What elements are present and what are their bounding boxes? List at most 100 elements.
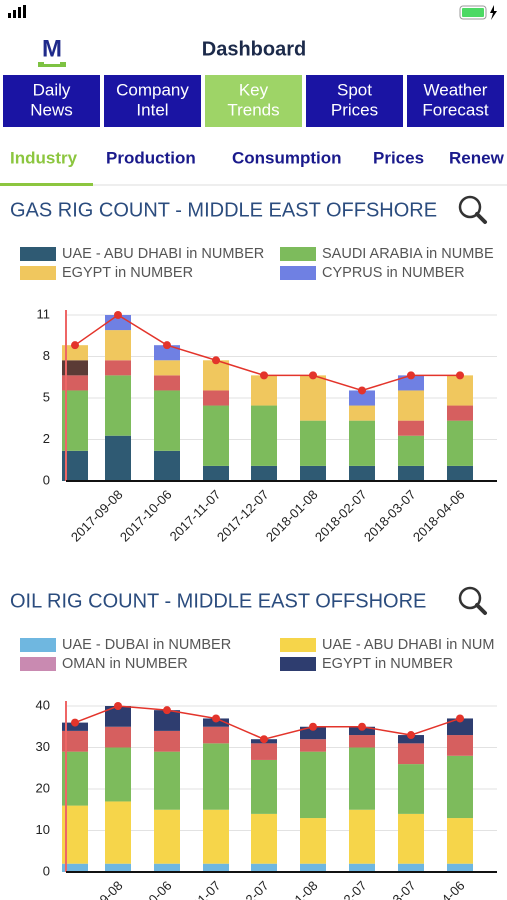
tab-label[interactable]: News: [30, 100, 73, 119]
tab-button[interactable]: [205, 75, 302, 127]
logo-bar: [38, 64, 66, 67]
charging-icon: [490, 5, 497, 20]
line-point: [260, 735, 268, 744]
line-point: [114, 702, 122, 710]
zoom-icon[interactable]: [458, 586, 482, 610]
bar-segment: [251, 863, 277, 872]
bar-segment: [300, 726, 326, 740]
line-point: [309, 722, 317, 731]
bar-segment: [251, 813, 277, 864]
bar-segment: [447, 755, 473, 819]
subtab-label[interactable]: Consumption: [232, 148, 342, 167]
tab-label[interactable]: Forecast: [422, 100, 488, 119]
tab-label[interactable]: Key: [239, 80, 269, 99]
x-tick-label: 2018-04-06: [410, 878, 468, 900]
bar-segment: [105, 435, 131, 481]
bar-segment: [447, 465, 473, 481]
line-point: [71, 341, 79, 350]
legend-swatch: [280, 657, 316, 671]
bar-segment: [300, 420, 326, 466]
subtab-label[interactable]: Prices: [373, 148, 424, 167]
subtab-label[interactable]: Renew: [449, 148, 505, 167]
bar-segment: [349, 420, 375, 466]
line-point: [114, 311, 122, 319]
bar-segment: [154, 751, 180, 810]
bar-segment: [203, 360, 229, 391]
legend-swatch: [20, 657, 56, 671]
bar-segment: [349, 405, 375, 421]
bar-segment: [300, 818, 326, 864]
bar-segment: [105, 360, 131, 376]
bar-segment: [105, 375, 131, 436]
bar-segment: [154, 809, 180, 864]
bar-segment: [203, 743, 229, 810]
battery-level: [462, 8, 484, 17]
bar-segment: [154, 375, 180, 391]
tab-label[interactable]: Spot: [337, 80, 372, 99]
bar-segment: [105, 747, 131, 802]
tab-button[interactable]: [104, 75, 201, 127]
bar-segment: [203, 863, 229, 872]
subtab-label[interactable]: Production: [106, 148, 196, 167]
logo: M: [38, 35, 66, 67]
tab-label[interactable]: Weather: [424, 80, 488, 99]
x-tick-label: 2018-02-07: [312, 878, 370, 900]
line-point: [260, 371, 268, 380]
tab-label[interactable]: Company: [116, 80, 189, 99]
tab-button[interactable]: [407, 75, 504, 127]
x-tick-label: 2017-12-07: [214, 487, 272, 545]
tab-label[interactable]: Daily: [33, 80, 71, 99]
y-tick-label: 0: [43, 472, 50, 487]
bar-segment: [398, 863, 424, 872]
bar-segment: [105, 706, 131, 727]
bar-segment: [203, 718, 229, 727]
tab-button[interactable]: [3, 75, 100, 127]
bar-segment: [349, 735, 375, 748]
x-tick-label: 2017-09-08: [68, 878, 126, 900]
tab-label[interactable]: Intel: [136, 100, 168, 119]
y-tick-label: 10: [36, 822, 50, 837]
legend-label: OMAN in NUMBER: [62, 656, 188, 672]
bar-segment: [203, 809, 229, 864]
y-tick-label: 11: [37, 306, 51, 321]
x-tick-label: 2018-03-07: [361, 878, 419, 900]
bar-segment: [203, 405, 229, 466]
legend-swatch: [280, 638, 316, 652]
bar-segment: [398, 764, 424, 814]
signal-bar: [8, 13, 11, 18]
bar-segment: [447, 718, 473, 736]
page-title: Dashboard: [202, 38, 306, 60]
bar-segment: [300, 375, 326, 421]
bar-segment: [105, 801, 131, 864]
bar-segment: [62, 863, 88, 872]
line-point: [358, 386, 366, 395]
tab-button[interactable]: [306, 75, 403, 127]
bar-segment: [398, 435, 424, 466]
signal-bar: [18, 7, 21, 18]
bar-segment: [62, 345, 88, 361]
line-point: [212, 356, 220, 365]
tab-label[interactable]: Prices: [331, 100, 378, 119]
bar-segment: [251, 465, 277, 481]
subtab-label[interactable]: Industry: [10, 148, 78, 167]
zoom-icon-handle[interactable]: [475, 212, 487, 224]
bar-segment: [398, 465, 424, 481]
zoom-icon-handle[interactable]: [475, 603, 487, 615]
zoom-icon[interactable]: [458, 195, 482, 219]
line-point: [456, 714, 464, 723]
bar-segment: [447, 818, 473, 864]
tab-label[interactable]: Trends: [227, 100, 279, 119]
bar-segment: [349, 747, 375, 810]
subtab-bar: Industry Production Consumption Prices Renew: [0, 148, 507, 186]
bar-segment: [300, 751, 326, 819]
total-line: [74, 705, 461, 740]
x-tick-label: 2018-04-06: [410, 487, 468, 545]
bar-segment: [300, 465, 326, 481]
bar-segment: [154, 863, 180, 872]
